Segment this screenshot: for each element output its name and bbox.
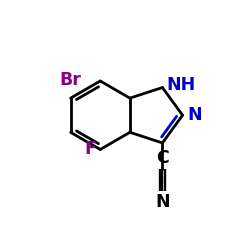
Text: Br: Br — [60, 71, 82, 89]
Text: N: N — [187, 106, 202, 124]
Text: N: N — [155, 193, 170, 211]
Text: F: F — [85, 140, 96, 158]
Text: NH: NH — [167, 76, 196, 94]
Text: C: C — [156, 148, 169, 166]
